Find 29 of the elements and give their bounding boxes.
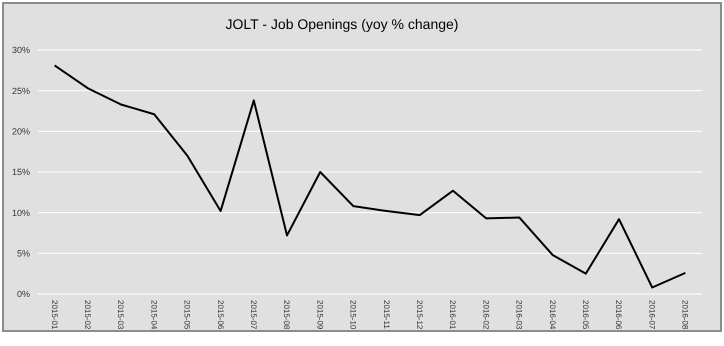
y-tick-label: 25% bbox=[12, 86, 30, 96]
x-tick-label: 2015-12 bbox=[415, 300, 424, 330]
y-tick-label: 5% bbox=[16, 248, 30, 258]
x-tick-label: 2015-01 bbox=[50, 300, 59, 330]
x-tick-label: 2015-02 bbox=[83, 300, 92, 330]
x-tick-label: 2016-03 bbox=[514, 300, 524, 330]
x-tick-label: 2015-08 bbox=[282, 300, 292, 330]
y-tick-label: 15% bbox=[12, 167, 30, 178]
x-tick-label: 2015-05 bbox=[182, 300, 192, 330]
x-tick-label: 2015-07 bbox=[249, 300, 258, 330]
x-tick-label: 2015-11 bbox=[382, 300, 391, 330]
x-tick-label: 2016-08 bbox=[680, 300, 690, 330]
x-tick-label: 2016-01 bbox=[448, 300, 458, 330]
x-tick-label: 2015-10 bbox=[348, 300, 358, 330]
x-tick-label: 2015-04 bbox=[149, 300, 158, 330]
y-tick-label: 30% bbox=[12, 45, 30, 56]
line-series bbox=[54, 64, 686, 288]
y-tick-label: 0% bbox=[16, 289, 30, 300]
x-tick-label: 2015-03 bbox=[116, 300, 126, 330]
y-tick-label: 10% bbox=[12, 208, 30, 218]
x-tick-label: 2016-05 bbox=[581, 300, 590, 330]
x-tick-label: 2015-09 bbox=[315, 300, 324, 330]
y-tick-label: 20% bbox=[12, 126, 30, 136]
x-tick-label: 2015-06 bbox=[216, 300, 225, 330]
x-tick-label: 2016-07 bbox=[647, 300, 656, 330]
x-tick-label: 2016-04 bbox=[548, 300, 557, 330]
x-tick-label: 2016-06 bbox=[614, 300, 624, 330]
chart-title: JOLT - Job Openings (yoy % change) bbox=[226, 16, 458, 32]
x-tick-label: 2016-02 bbox=[481, 300, 490, 330]
